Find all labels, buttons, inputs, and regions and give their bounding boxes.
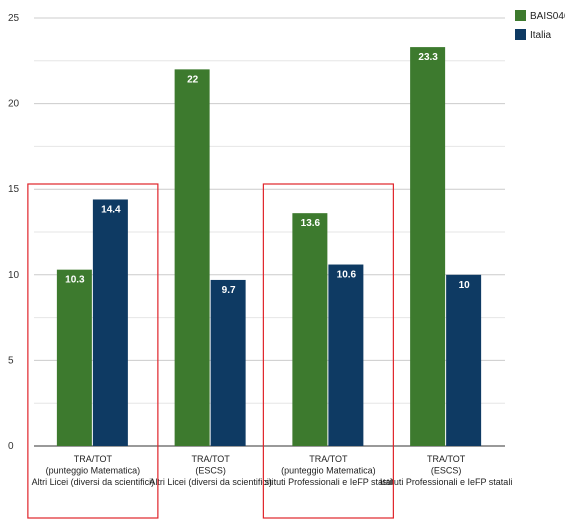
bar — [328, 264, 364, 446]
bar — [292, 213, 328, 446]
y-tick-label: 5 — [8, 355, 14, 366]
bar — [446, 274, 482, 446]
data-label: 22 — [187, 74, 199, 85]
legend-label: BAIS04600G — [530, 11, 565, 22]
y-tick-label: 25 — [8, 13, 20, 24]
legend: BAIS04600G Italia — [515, 10, 565, 41]
data-label: 14.4 — [101, 204, 121, 215]
data-label: 9.7 — [222, 285, 236, 296]
highlight-boxes — [27, 183, 394, 519]
bar — [174, 69, 210, 447]
y-tick-label: 15 — [8, 184, 20, 195]
legend-swatch — [515, 10, 526, 21]
data-label: 23.3 — [418, 52, 438, 63]
data-label: 10.6 — [337, 270, 357, 281]
data-label: 13.6 — [301, 218, 321, 229]
bar — [410, 47, 446, 446]
data-label: 10 — [459, 280, 471, 291]
bar — [56, 269, 92, 446]
y-tick-label: 0 — [8, 441, 14, 452]
bar — [210, 279, 246, 446]
category-label: TRA/TOT (punteggio Matematica) Altri Licei… — [32, 454, 155, 487]
bar — [92, 199, 128, 446]
y-tick-label: 10 — [8, 270, 20, 281]
category-label: TRA/TOT (ESCS) Istituti Professionali e Ie… — [380, 454, 512, 487]
category-label: TRA/TOT (punteggio Matematica) Istituti Pr… — [262, 454, 394, 487]
data-label: 10.3 — [65, 275, 85, 286]
legend-label: Italia — [530, 30, 552, 41]
category-label: TRA/TOT (ESCS) Altri Licei (diversi da sci… — [149, 454, 272, 487]
y-tick-label: 20 — [8, 99, 20, 110]
y-axis-ticks: 0 5 10 15 20 25 — [8, 13, 20, 452]
data-labels: 10.3 22 13.6 23.3 14.4 9.7 10.6 10 — [65, 52, 470, 296]
highlight-box — [27, 183, 159, 519]
highlight-box — [262, 183, 394, 519]
bars — [56, 47, 482, 447]
legend-swatch — [515, 29, 526, 40]
category-labels: TRA/TOT (punteggio Matematica) Altri Licei… — [32, 454, 513, 487]
